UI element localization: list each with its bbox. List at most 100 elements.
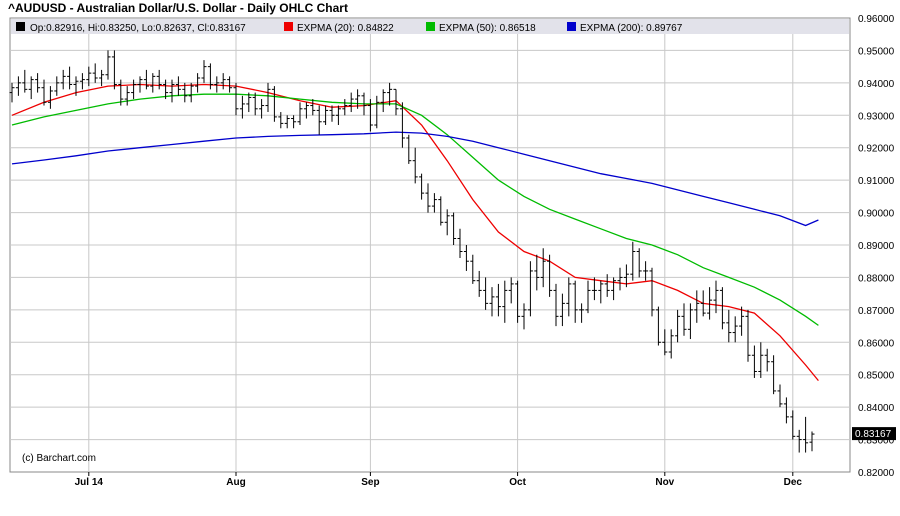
ohlc-bar — [9, 82, 15, 103]
ohlc-bar — [751, 345, 757, 378]
y-tick-label: 0.89000 — [858, 241, 895, 252]
ohlc-bar — [220, 73, 226, 90]
y-axis: 0.96000 0.95000 0.94000 0.93000 0.92000 0.910… — [858, 14, 895, 479]
y-tick-label: 0.86000 — [858, 338, 895, 349]
ohlc-bar — [687, 303, 693, 340]
ohlc-bar — [559, 293, 565, 327]
ohlc-bar — [195, 73, 201, 93]
ohlc-bar — [668, 329, 674, 359]
ohlc-bar — [470, 254, 476, 284]
ohlc-bar — [649, 267, 655, 317]
ohlc-bar — [572, 280, 578, 323]
ohlc-bar — [457, 228, 463, 258]
ohlc-bar — [598, 280, 604, 304]
ohlc-bar — [406, 134, 412, 164]
ohlc-bar — [201, 60, 207, 83]
ohlc-bar — [54, 76, 60, 96]
ohlc-bar — [604, 274, 610, 297]
ohlc-bar — [758, 342, 764, 378]
ohlc-bar — [655, 306, 661, 346]
ohlc-bar — [316, 105, 322, 135]
ohlc-bar — [60, 69, 66, 90]
ohlc-bar — [694, 290, 700, 323]
ohlc-bar — [22, 69, 28, 93]
ohlc-bar — [41, 79, 47, 106]
ohlc-bar — [508, 277, 514, 304]
ohlc-bar — [188, 82, 194, 103]
ohlc-bar — [323, 105, 329, 126]
ohlc-bar — [726, 309, 732, 343]
ohlc-bar — [79, 73, 85, 90]
ohlc-bar — [329, 105, 335, 122]
ohlc-bar — [118, 79, 124, 106]
ohlc-bar — [547, 254, 553, 297]
x-tick-label: Dec — [784, 477, 803, 488]
ohlc-bar — [553, 283, 559, 327]
ohlc-bar — [163, 79, 169, 100]
ohlc-bar — [259, 99, 265, 119]
ohlc-bar — [579, 303, 585, 323]
ohlc-bar — [28, 76, 34, 100]
ohlc-bar — [476, 270, 482, 297]
ohlc-bar — [623, 264, 629, 288]
ohlc-bar — [47, 86, 53, 109]
ema20-line — [11, 83, 819, 382]
ohlc-bar — [111, 50, 117, 90]
ohlc-bar — [540, 248, 546, 288]
y-tick-label: 0.92000 — [858, 144, 895, 155]
ohlc-bar — [585, 280, 591, 314]
credit-text: (c) Barchart.com — [22, 453, 96, 464]
ema200-line — [11, 131, 819, 227]
ohlc-bar — [143, 69, 149, 90]
y-tick-label: 0.82000 — [858, 468, 895, 479]
ohlc-bar — [809, 431, 815, 452]
ohlc-bar — [412, 147, 418, 184]
ohlc-bar — [636, 248, 642, 278]
last-price-label: 0.83167 — [855, 429, 892, 440]
ohlc-bar — [463, 245, 469, 271]
x-tick-label: Sep — [361, 477, 379, 488]
ohlc-bar — [361, 92, 367, 116]
ema20-legend-text: EXPMA (20): 0.84822 — [297, 23, 394, 34]
y-tick-label: 0.84000 — [858, 403, 895, 414]
ohlc-bar — [227, 76, 233, 93]
ohlc-bar — [182, 82, 188, 103]
ohlc-bar — [489, 287, 495, 317]
ohlc-legend-text: Op:0.82916, Hi:0.83250, Lo:0.82637, Cl:0… — [30, 23, 246, 34]
ohlc-bar — [124, 86, 130, 106]
y-tick-label: 0.93000 — [858, 111, 895, 122]
ohlc-bar — [764, 348, 770, 372]
y-tick-label: 0.87000 — [858, 306, 895, 317]
ema200-legend-swatch — [567, 22, 576, 31]
ohlc-bar — [284, 115, 290, 129]
ohlc-bar — [771, 355, 777, 395]
x-tick-label: Aug — [226, 477, 245, 488]
y-tick-label: 0.96000 — [858, 14, 895, 25]
ohlc-bar — [675, 309, 681, 343]
ohlc-bar — [438, 196, 444, 226]
ema-lines — [11, 83, 819, 382]
ohlc-bar — [630, 241, 636, 281]
page-title: ^AUDUSD - Australian Dollar/U.S. Dollar … — [8, 1, 348, 15]
ohlc-bar — [348, 92, 354, 113]
ohlc-bar — [796, 429, 802, 453]
ohlc-bar — [534, 254, 540, 291]
ema20-legend-swatch — [284, 22, 293, 31]
ohlc-bar — [246, 92, 252, 113]
y-tick-label: 0.94000 — [858, 79, 895, 90]
ohlc-bar — [252, 92, 258, 116]
ohlc-bar — [783, 397, 789, 424]
ohlc-bar — [380, 89, 386, 113]
ohlc-bar — [790, 410, 796, 440]
ohlc-bar — [265, 82, 271, 113]
ohlc-bar — [214, 76, 220, 93]
ohlc-bar — [719, 287, 725, 330]
ohlc-bar — [355, 89, 361, 109]
ohlc-bar — [310, 99, 316, 116]
ohlc-bar — [617, 267, 623, 291]
ohlc-bar — [777, 384, 783, 408]
x-tick-label: Nov — [655, 477, 674, 488]
ohlc-bar — [707, 287, 713, 320]
